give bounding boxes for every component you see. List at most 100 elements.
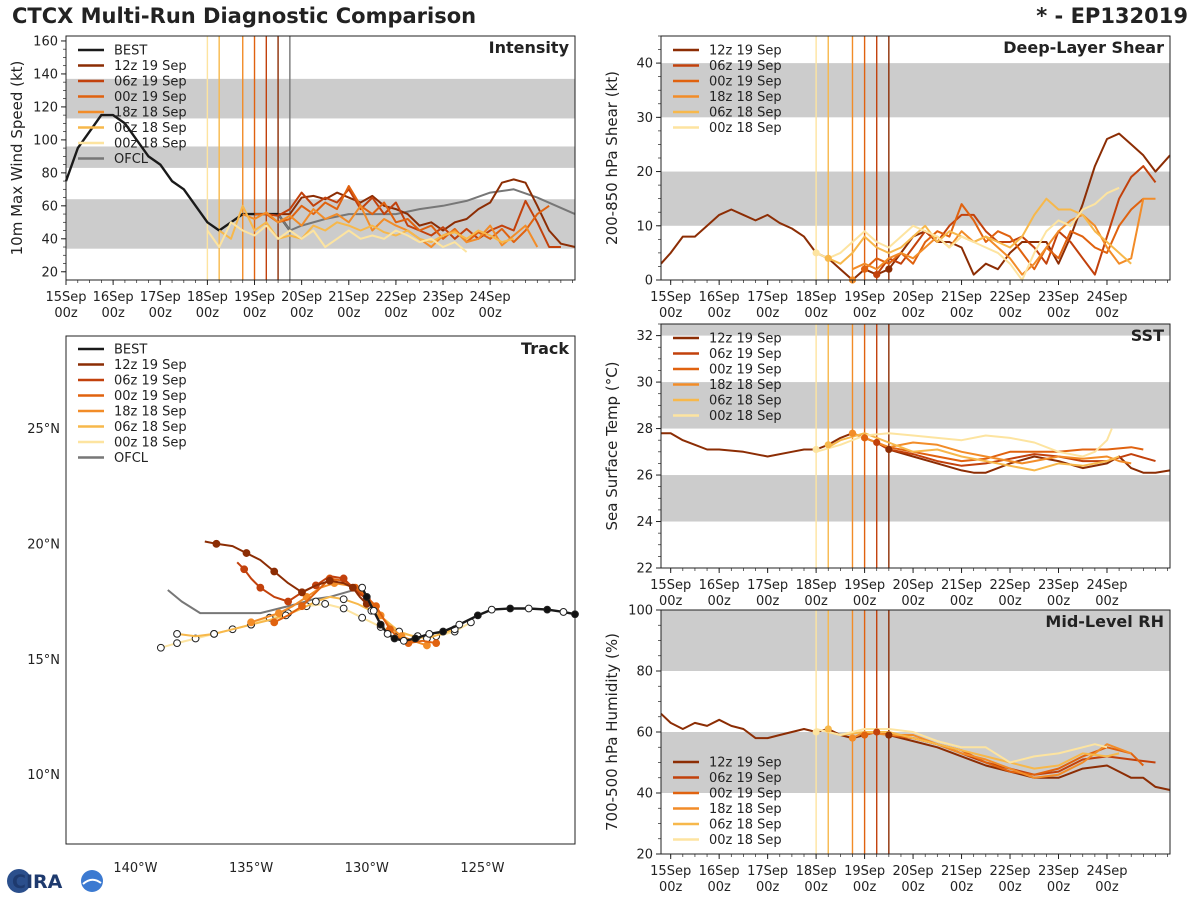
track-point (339, 595, 348, 604)
rh-ytick-label: 40 (636, 787, 653, 802)
track-point (362, 593, 371, 601)
track-point (321, 599, 330, 608)
rh-init-marker (885, 731, 893, 739)
track-point (369, 606, 378, 615)
track-point (487, 605, 496, 614)
shear-xtick-label: 00z (707, 306, 731, 321)
shear-init-marker (885, 265, 893, 273)
sst-xtick-label: 16Sep (699, 578, 740, 593)
rh-init-marker (812, 728, 820, 736)
intensity-xtick-label: 00z (431, 306, 455, 321)
track-point (399, 636, 408, 645)
page-title: CTCX Multi-Run Diagnostic Comparison (12, 4, 477, 28)
track-point (156, 643, 165, 652)
track-point (506, 604, 515, 613)
track-point (173, 639, 181, 648)
intensity-xtick-label: 00z (149, 306, 173, 321)
rh-xtick-label: 00z (950, 880, 974, 895)
shear-xtick-label: 23Sep (1038, 290, 1079, 305)
sst-legend-label: 00z 19 Sep (709, 363, 782, 378)
intensity-legend-label: BEST (114, 44, 147, 59)
shear-init-marker (861, 265, 869, 273)
intensity-panel: 2040608010012014016015Sep00z16Sep00z17Se… (8, 34, 576, 321)
track-ytick-label: 20°N (27, 537, 60, 552)
shear-xtick-label: 00z (901, 306, 925, 321)
track-point (383, 629, 392, 638)
shear-legend-label: 00z 19 Sep (709, 75, 782, 90)
sst-xtick-label: 00z (659, 594, 683, 609)
track-point (439, 627, 448, 636)
rh-ylabel: 700-500 hPa Humidity (%) (603, 633, 621, 831)
track-legend-label: 18z 18 Sep (114, 405, 187, 420)
shear-ytick-label: 40 (636, 57, 653, 72)
intensity-ytick-label: 160 (33, 34, 58, 49)
intensity-xtick-label: 17Sep (140, 290, 181, 305)
rh-xtick-label: 17Sep (747, 864, 788, 879)
track-point (256, 583, 265, 592)
shear-series-line (852, 197, 1156, 276)
sst-legend-label: 12z 19 Sep (709, 332, 782, 347)
shear-init-marker (873, 270, 881, 279)
shear-ytick-label: 0 (645, 274, 653, 289)
sst-init-marker (812, 445, 820, 454)
track-point (455, 620, 464, 629)
sst-xtick-label: 00z (853, 594, 877, 609)
shear-legend-label: 18z 18 Sep (709, 90, 782, 105)
sst-legend-label: 06z 18 Sep (709, 394, 782, 409)
intensity-series-line (254, 185, 550, 244)
intensity-series-line (242, 204, 539, 248)
rh-ytick-label: 60 (636, 726, 653, 741)
shear-band (661, 171, 1170, 226)
rh-xtick-label: 16Sep (699, 864, 740, 879)
track-xtick-label: 125°W (460, 861, 504, 876)
rh-series-line (815, 728, 1108, 764)
intensity-xtick-label: 21Sep (328, 290, 369, 305)
sst-ytick-label: 26 (636, 469, 653, 484)
intensity-xtick-label: 15Sep (45, 290, 86, 305)
sst-series-line (815, 428, 1113, 458)
shear-xtick-label: 00z (804, 306, 828, 321)
shear-xtick-label: 00z (756, 306, 780, 321)
sst-xtick-label: 17Sep (747, 578, 788, 593)
intensity-xtick-label: 22Sep (375, 290, 416, 305)
rh-xtick-label: 22Sep (990, 864, 1031, 879)
shear-init-marker (824, 254, 832, 262)
intensity-ylabel: 10m Max Wind Speed (kt) (8, 61, 26, 256)
sst-legend-label: 00z 18 Sep (709, 409, 782, 424)
sst-init-marker (848, 429, 857, 437)
intensity-xtick-label: 24Sep (470, 290, 511, 305)
rh-xtick-label: 00z (659, 880, 683, 895)
sst-xtick-label: 15Sep (650, 578, 691, 593)
track-point (325, 576, 334, 585)
rh-legend-label: 12z 19 Sep (709, 756, 782, 771)
rh-legend-label: 18z 18 Sep (709, 802, 782, 817)
track-legend-label: OFCL (114, 451, 149, 466)
sst-title: SST (1131, 326, 1164, 345)
shear-xtick-label: 21Sep (941, 290, 982, 305)
rh-legend-label: 06z 18 Sep (709, 818, 782, 833)
intensity-xtick-label: 00z (478, 306, 502, 321)
intensity-ytick-label: 40 (41, 232, 58, 247)
sst-xtick-label: 00z (1047, 594, 1071, 609)
rh-ytick-label: 80 (636, 665, 653, 680)
intensity-legend-label: OFCL (114, 152, 149, 167)
track-point (240, 565, 249, 574)
sst-frame (660, 323, 1171, 569)
intensity-band (66, 146, 575, 168)
sst-init-marker (824, 441, 832, 449)
sst-xtick-label: 18Sep (796, 578, 837, 593)
rh-xtick-label: 00z (901, 880, 925, 895)
rh-panel: 2040608010015Sep00z16Sep00z17Sep00z18Sep… (603, 604, 1171, 895)
track-point (210, 629, 218, 638)
track-point (411, 634, 420, 643)
shear-xtick-label: 19Sep (844, 290, 885, 305)
rh-xtick-label: 18Sep (796, 864, 837, 879)
shear-series-line (863, 197, 1144, 271)
intensity-xtick-label: 00z (337, 306, 361, 321)
rh-xtick-label: 24Sep (1086, 864, 1127, 879)
intensity-ytick-label: 140 (33, 67, 58, 82)
rh-series-line (827, 731, 1120, 770)
track-point (376, 620, 385, 629)
track-xtick-label: 140°W (113, 861, 157, 876)
intensity-xtick-label: 00z (54, 306, 78, 321)
